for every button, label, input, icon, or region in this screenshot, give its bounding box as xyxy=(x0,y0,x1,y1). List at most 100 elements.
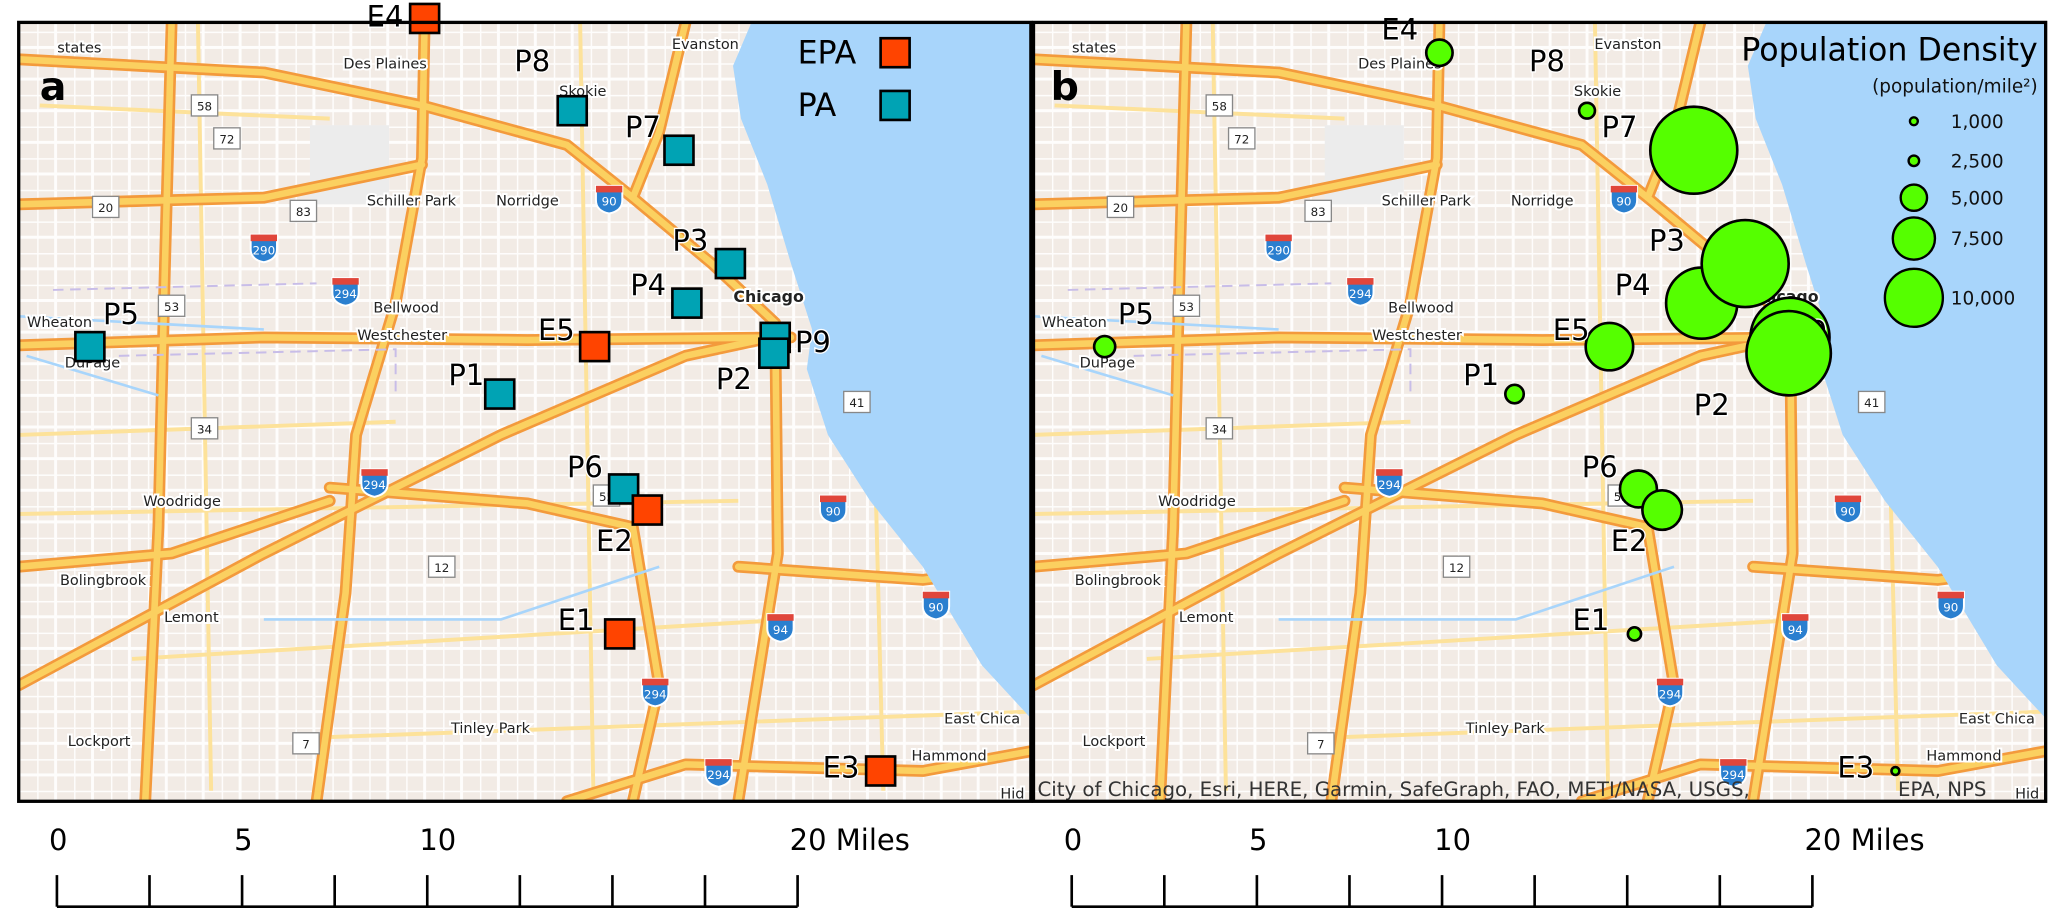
site-marker-e2[interactable]: E2 xyxy=(595,494,664,559)
site-marker-p1[interactable]: P1 xyxy=(447,357,516,410)
density-marker-p8[interactable]: P8 xyxy=(1528,43,1597,120)
pa-site-square[interactable] xyxy=(714,247,747,280)
place-label: Lockport xyxy=(1083,734,1146,750)
svg-text:12: 12 xyxy=(434,561,449,575)
svg-text:20: 20 xyxy=(1113,201,1128,215)
pa-site-square[interactable] xyxy=(758,337,790,370)
scale-label: 5 xyxy=(234,823,252,857)
place-label: Hammond xyxy=(912,748,987,764)
svg-text:7: 7 xyxy=(1317,738,1325,752)
interstate-shield-icon: 90 xyxy=(1609,184,1639,215)
site-label: P5 xyxy=(103,297,139,331)
density-circle[interactable] xyxy=(1092,334,1117,359)
site-marker-e3[interactable]: E3 xyxy=(821,749,897,787)
interstate-shield-icon: 90 xyxy=(1833,494,1863,525)
place-label: Chicago xyxy=(733,287,804,306)
svg-text:34: 34 xyxy=(1212,423,1227,437)
interstate-shield-icon: 90 xyxy=(1936,590,1965,621)
place-label: Tinley Park xyxy=(450,721,531,737)
pa-site-square[interactable] xyxy=(663,134,695,167)
density-circle[interactable] xyxy=(1626,626,1643,642)
epa-site-square[interactable] xyxy=(631,494,664,526)
route-shield-icon: 83 xyxy=(289,199,318,223)
interstate-shield-icon: 294 xyxy=(1375,468,1404,498)
density-circle[interactable] xyxy=(1503,383,1526,405)
interstate-shield-icon: 294 xyxy=(1719,758,1748,788)
svg-text:294: 294 xyxy=(707,768,730,782)
density-marker-e3[interactable]: E3 xyxy=(1836,749,1901,786)
site-label: P2 xyxy=(716,362,752,396)
pa-site-square[interactable] xyxy=(483,378,516,410)
place-label: East Chica xyxy=(1959,712,2035,728)
density-marker-p7[interactable]: P7 xyxy=(1600,105,1739,196)
panel-a-legend: EPA PA xyxy=(798,35,911,124)
svg-text:294: 294 xyxy=(363,478,386,492)
legend-circle xyxy=(1883,267,1945,329)
site-label: P1 xyxy=(448,358,484,392)
place-label: Hid xyxy=(1000,787,1024,803)
site-marker-p5[interactable]: P5 xyxy=(74,296,140,363)
epa-site-square[interactable] xyxy=(578,330,611,363)
svg-text:83: 83 xyxy=(1311,205,1326,219)
density-circle[interactable] xyxy=(1584,321,1635,372)
pa-site-square[interactable] xyxy=(556,94,589,127)
scale-label: 10 xyxy=(419,823,456,857)
place-label: Schiller Park xyxy=(367,194,457,210)
site-marker-e1[interactable]: E1 xyxy=(556,602,636,650)
place-label: DuPage xyxy=(1080,356,1135,372)
place-label: East Chica xyxy=(944,712,1020,728)
place-label: Norridge xyxy=(496,194,559,210)
density-circle[interactable] xyxy=(1745,309,1833,397)
density-circle[interactable] xyxy=(1641,488,1684,532)
density-marker-p2[interactable]: P2 xyxy=(1692,309,1833,423)
route-shield-icon: 12 xyxy=(427,555,456,578)
pa-site-square[interactable] xyxy=(74,330,106,363)
legend-pa-label: PA xyxy=(798,88,837,124)
route-shield-icon: 58 xyxy=(190,94,219,117)
density-circle[interactable] xyxy=(1648,105,1739,196)
site-marker-p8[interactable]: P8 xyxy=(513,43,589,127)
legend-units: (population/mile²) xyxy=(1872,76,2038,97)
svg-text:20: 20 xyxy=(98,201,113,215)
site-marker-p6[interactable]: P6 xyxy=(566,449,640,505)
site-marker-p7[interactable]: P7 xyxy=(624,109,695,167)
svg-text:83: 83 xyxy=(296,205,311,219)
density-circle[interactable] xyxy=(1700,218,1790,309)
density-marker-p3[interactable]: P3 xyxy=(1648,218,1790,309)
place-label: Hid xyxy=(2015,787,2039,803)
epa-site-square[interactable] xyxy=(864,755,897,787)
interstate-shield-icon: 290 xyxy=(1264,233,1293,264)
place-label: states xyxy=(1072,41,1116,57)
svg-text:294: 294 xyxy=(1378,478,1401,492)
density-circle[interactable] xyxy=(1890,765,1901,777)
place-label: Woodridge xyxy=(1158,494,1236,510)
site-marker-p3[interactable]: P3 xyxy=(671,222,747,280)
scale-label: 20 Miles xyxy=(1804,823,1924,857)
density-marker-e5[interactable]: E5 xyxy=(1551,312,1635,372)
epa-site-square[interactable] xyxy=(603,618,636,650)
site-marker-p2[interactable]: P2 xyxy=(715,337,790,397)
legend-value: 1,000 xyxy=(1951,112,2004,133)
site-label: P4 xyxy=(1615,268,1651,302)
density-marker-p5[interactable]: P5 xyxy=(1092,296,1155,359)
density-circle[interactable] xyxy=(1424,38,1454,68)
pa-site-square[interactable] xyxy=(671,287,703,319)
density-marker-e4[interactable]: E4 xyxy=(1380,11,1454,68)
site-label: E3 xyxy=(1837,751,1874,785)
interstate-shield-icon: 94 xyxy=(1781,613,1810,643)
site-marker-p4[interactable]: P4 xyxy=(629,267,703,319)
scale-bar-b: 0 5 10 20 Miles xyxy=(1064,823,1925,909)
site-marker-e4[interactable]: E4 xyxy=(365,0,441,35)
legend-epa-label: EPA xyxy=(798,35,857,71)
site-marker-e5[interactable]: E5 xyxy=(537,312,611,363)
place-label: Evanston xyxy=(1594,37,1661,53)
site-label: E1 xyxy=(558,603,595,637)
legend-value: 2,500 xyxy=(1951,151,2004,172)
density-marker-e1[interactable]: E1 xyxy=(1571,602,1643,642)
density-circle[interactable] xyxy=(1577,101,1597,120)
density-marker-p1[interactable]: P1 xyxy=(1462,357,1526,405)
interstate-shield-icon: 294 xyxy=(360,468,389,498)
scale-label: 10 xyxy=(1434,823,1471,857)
density-marker-e2[interactable]: E2 xyxy=(1609,488,1684,559)
epa-site-square[interactable] xyxy=(408,2,441,35)
